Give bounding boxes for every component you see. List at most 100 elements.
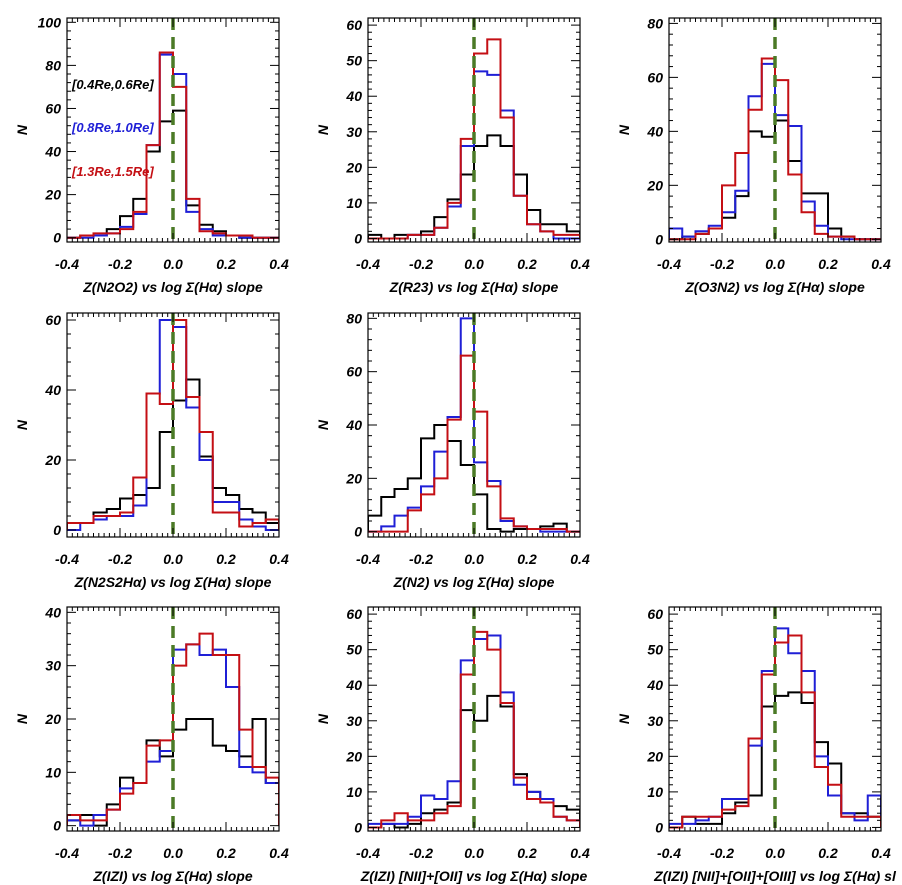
y-tick-label: 50 [346,53,362,69]
y-tick-label: 60 [45,100,61,116]
y-tick-label: 0 [354,230,362,246]
y-tick-label: 40 [646,677,663,693]
y-axis-label: N [315,419,331,430]
x-tick-label: -0.2 [108,256,132,272]
histogram-series-3 [67,51,279,239]
y-tick-label: 30 [45,658,61,674]
x-tick-label: 0.4 [570,256,590,272]
x-tick-label: 0.2 [517,845,537,861]
x-tick-label: -0.4 [55,256,79,272]
x-tick-label: 0.2 [216,256,236,272]
y-axis-label: N [315,713,331,724]
x-tick-label: 0.4 [269,551,289,567]
x-axis-label: Z(R23) vs log Σ(Hα) slope [389,279,559,295]
x-axis-label: Z(IZI) [NII]+[OII] vs log Σ(Hα) slope [360,868,588,884]
y-axis-label: N [616,713,632,724]
y-tick-label: 60 [45,312,61,328]
y-tick-label: 30 [346,124,362,140]
x-tick-label: 0.2 [818,256,838,272]
x-axis-label: Z(IZI) vs log Σ(Hα) slope [92,868,252,884]
y-tick-label: 0 [53,818,61,834]
y-tick-label: 60 [647,606,663,622]
y-tick-label: 40 [44,604,61,620]
histogram-panel-7: -0.4 -0.2 0.0 0.2 0.4 0 10 20 30 40 50 60 N Z(IZI) [N… [315,606,590,884]
y-tick-label: 0 [655,231,663,247]
x-tick-label: 0.4 [871,845,891,861]
x-tick-label: 0.2 [818,845,838,861]
y-tick-label: 40 [345,88,362,104]
x-tick-label: 0.0 [464,845,484,861]
x-tick-label: -0.2 [710,845,734,861]
y-tick-label: 40 [44,382,61,398]
y-axis-label: N [616,124,632,135]
y-tick-label: 10 [45,764,61,780]
x-tick-label: 0.0 [464,256,484,272]
y-tick-label: 20 [44,711,61,727]
histogram-series-3 [368,630,580,829]
y-tick-label: 30 [647,713,663,729]
x-tick-label: 0.0 [765,845,785,861]
x-axis-label: Z(N2O2) vs log Σ(Hα) slope [82,279,263,295]
x-axis-label: Z(O3N2) vs log Σ(Hα) slope [684,279,865,295]
x-tick-label: -0.4 [657,845,681,861]
x-tick-label: -0.2 [409,845,433,861]
x-tick-label: -0.4 [657,256,681,272]
x-tick-label: 0.2 [517,256,537,272]
y-tick-label: 60 [346,17,362,33]
y-tick-label: 40 [345,417,362,433]
y-tick-label: 20 [646,177,663,193]
x-tick-label: 0.4 [871,256,891,272]
histogram-panel-4: -0.4 -0.2 0.0 0.2 0.4 0 20 40 60 N Z(N2S2Hα) vs lo… [14,312,289,590]
y-tick-label: 0 [655,819,663,835]
x-tick-label: -0.2 [409,551,433,567]
histogram-series-3 [368,38,580,240]
y-axis-label: N [14,124,30,135]
x-tick-label: 0.4 [570,551,590,567]
x-tick-label: 0.0 [765,256,785,272]
histogram-series-1 [368,424,580,533]
x-tick-label: -0.2 [710,256,734,272]
y-axis-label: N [315,124,331,135]
y-tick-label: 80 [45,57,61,73]
y-tick-label: 20 [345,748,362,764]
x-tick-label: -0.2 [108,551,132,567]
histogram-series-1 [67,718,279,827]
y-tick-label: 80 [346,310,362,326]
y-tick-label: 80 [647,15,663,31]
y-tick-label: 0 [53,230,61,246]
histogram-panel-6: -0.4 -0.2 0.0 0.2 0.4 0 10 20 30 40 N Z(IZI) vs log… [14,604,289,884]
histogram-series-1 [368,134,580,240]
histogram-series-2 [368,317,580,533]
x-axis-label: Z(N2S2Hα) vs log Σ(Hα) slope [74,574,272,590]
x-tick-label: 0.4 [570,845,590,861]
x-axis-label: Z(N2) vs log Σ(Hα) slope [393,574,555,590]
y-tick-label: 100 [38,14,62,30]
y-axis-label: N [14,713,30,724]
histogram-series-3 [669,634,881,829]
x-tick-label: 0.0 [163,551,183,567]
y-tick-label: 20 [44,187,61,203]
x-tick-label: 0.4 [269,845,289,861]
histogram-series-2 [669,627,881,828]
legend-entry: [0.8Re,1.0Re] [71,120,154,135]
x-tick-label: -0.2 [409,256,433,272]
x-tick-label: 0.0 [464,551,484,567]
y-tick-label: 20 [646,748,663,764]
x-tick-label: -0.4 [55,551,79,567]
x-tick-label: 0.2 [216,551,236,567]
x-tick-label: 0.2 [517,551,537,567]
x-tick-label: -0.2 [108,845,132,861]
legend-entry: [0.4Re,0.6Re] [71,77,154,92]
x-tick-label: 0.0 [163,256,183,272]
histogram-panel-5: -0.4 -0.2 0.0 0.2 0.4 0 20 40 60 80 N Z(N2) vs log … [315,310,590,590]
x-tick-label: 0.0 [163,845,183,861]
histogram-panel-2: -0.4 -0.2 0.0 0.2 0.4 0 10 20 30 40 50 60 N Z(R23) vs… [315,17,590,295]
y-tick-label: 10 [647,784,663,800]
y-tick-label: 50 [647,642,663,658]
y-tick-label: 60 [346,364,362,380]
y-tick-label: 10 [346,195,362,211]
y-tick-label: 0 [354,819,362,835]
y-tick-label: 60 [647,69,663,85]
y-tick-label: 20 [345,159,362,175]
